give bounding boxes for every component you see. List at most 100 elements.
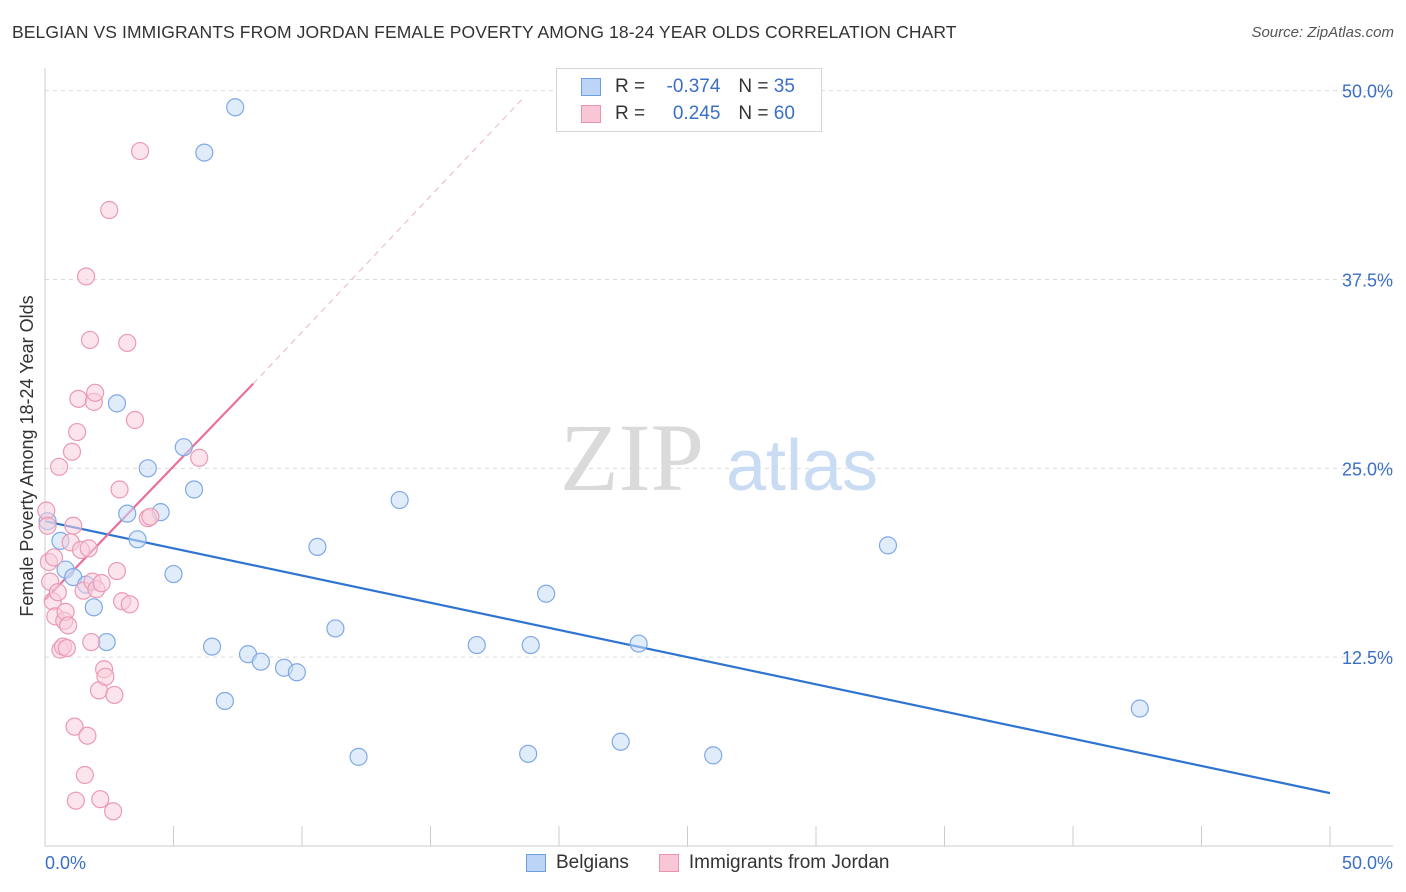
legend-swatch-jordan [581,105,601,123]
watermark-atlas: atlas [726,426,878,506]
y-tick-label: 25.0% [1342,459,1393,479]
legend-n-value-jordan: 60 [773,103,795,124]
point-belgians [174,438,193,457]
point-belgians [118,504,137,523]
axis-layer: 12.5% 25.0% 37.5% 50.0% 0.0% 50.0% [44,68,1393,873]
point-belgians [251,652,270,671]
legend-r-label: R = [615,103,646,124]
legend-r-label: R = [615,76,646,97]
point-jordan [69,389,88,408]
point-jordan [104,802,123,821]
point-jordan [82,632,101,652]
point-belgians [326,619,345,638]
point-belgians [467,635,486,655]
point-belgians [308,537,327,556]
y-axis-label: Female Poverty Among 18-24 Year Olds [17,295,37,616]
point-jordan [91,790,110,809]
point-belgians [215,691,234,711]
point-jordan [110,480,129,499]
point-jordan [130,141,150,161]
x-tick-label: 0.0% [45,853,86,873]
point-jordan [65,717,84,736]
point-jordan [48,583,67,602]
point-belgians [287,663,306,682]
point-jordan [59,616,78,635]
point-belgians [195,143,214,162]
series-label-belgians: Belgians [556,852,629,873]
y-tick-label: 12.5% [1342,648,1393,668]
series-legend: Belgians Immigrants from Jordan [526,852,920,874]
point-jordan [190,448,209,467]
point-jordan [75,765,94,785]
legend-n-label: N = [738,76,769,97]
source-label: Source: ZipAtlas.com [1251,24,1394,41]
point-belgians [226,98,245,117]
grid-layer [45,90,1393,658]
point-jordan [79,539,98,558]
point-jordan [86,383,105,402]
point-belgians [878,536,898,555]
point-belgians [390,490,409,510]
point-jordan [77,267,96,286]
point-jordan [80,330,100,350]
point-jordan [141,507,160,526]
trend-line-belgians [44,520,1331,795]
point-belgians [138,459,157,478]
point-jordan [100,200,119,220]
watermark-zip: ZIP [560,404,704,511]
correlation-legend: R = -0.374 N = 35 R = 0.245 N = 60 [556,68,822,132]
point-belgians [164,564,183,584]
legend-row-jordan: R = 0.245 N = 60 [581,101,795,127]
point-belgians [704,746,723,765]
point-belgians [97,632,116,652]
points-layer [37,98,1149,821]
point-belgians [184,480,204,499]
point-belgians [521,635,540,655]
legend-row-belgians: R = -0.374 N = 35 [581,74,795,100]
point-belgians [349,747,368,766]
point-jordan [57,639,76,658]
point-jordan [44,548,64,567]
point-jordan [38,516,57,535]
point-belgians [537,584,556,603]
point-jordan [68,422,87,442]
point-jordan [105,685,124,705]
point-belgians [107,394,127,413]
x-tick-label: 50.0% [1342,853,1393,873]
point-belgians [128,530,147,549]
point-jordan [120,595,139,614]
series-legend-jordan[interactable]: Immigrants from Jordan [658,852,890,874]
series-swatch-jordan [658,854,679,872]
point-belgians [1130,699,1149,718]
point-jordan [92,574,111,593]
legend-r-value-belgians: -0.374 [666,76,721,97]
series-legend-belgians[interactable]: Belgians [526,852,629,874]
legend-n-value-belgians: 35 [773,76,795,97]
chart-title: BELGIAN VS IMMIGRANTS FROM JORDAN FEMALE… [12,22,957,42]
point-jordan [66,791,85,810]
point-belgians [611,732,630,751]
point-belgians [519,744,538,763]
legend-r-value-jordan: 0.245 [672,103,721,124]
legend-swatch-belgians [581,78,601,96]
trend-layer [44,97,1331,795]
point-jordan [107,561,127,581]
point-belgians [202,637,222,656]
point-jordan [96,667,115,686]
trend-line-jordan [44,382,254,601]
point-belgians [629,634,648,653]
point-jordan [50,457,69,476]
y-tick-label: 37.5% [1342,270,1393,290]
series-label-jordan: Immigrants from Jordan [688,852,890,873]
y-tick-label: 50.0% [1342,82,1393,102]
point-jordan [37,501,56,520]
series-swatch-belgians [526,854,546,872]
point-jordan [125,410,145,430]
point-belgians [84,598,103,617]
point-jordan [62,442,82,461]
legend-n-label: N = [738,103,769,124]
trend-extension-jordan [252,97,524,385]
point-jordan [64,516,83,535]
point-jordan [78,726,97,745]
